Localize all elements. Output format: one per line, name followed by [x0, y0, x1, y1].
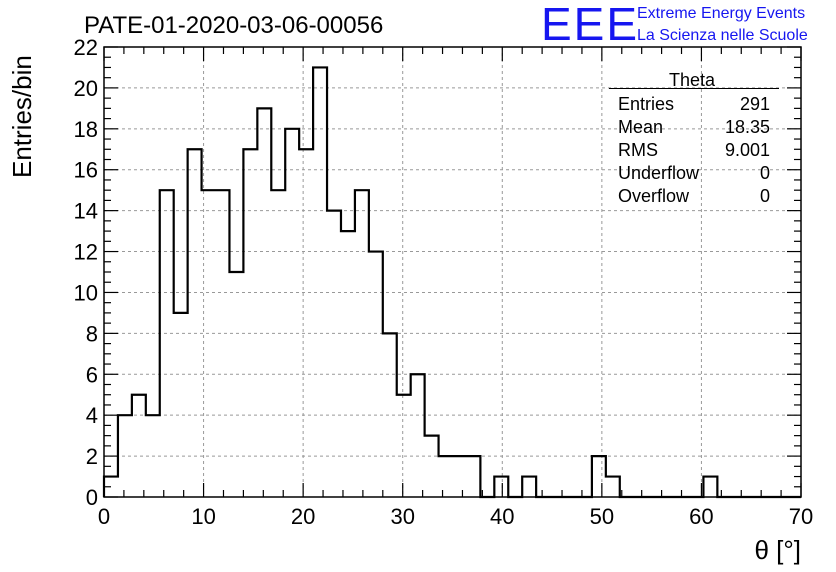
stats-underflow-label: Underflow	[618, 163, 700, 183]
histogram-bin	[592, 456, 606, 497]
stats-rms-value: 9.001	[725, 140, 770, 160]
histogram-bin	[703, 477, 717, 497]
stats-box-header-line	[609, 88, 779, 89]
histogram-bin	[522, 477, 536, 497]
y-tick-label: 22	[74, 35, 98, 60]
x-tick-label: 40	[490, 504, 514, 529]
y-tick-label: 18	[74, 117, 98, 142]
eee-logo: EEE Extreme Energy Events La Scienza nel…	[541, 0, 808, 50]
y-tick-label: 16	[74, 158, 98, 183]
y-tick-label: 14	[74, 199, 98, 224]
y-tick-label: 10	[74, 280, 98, 305]
logo-mark: EEE	[541, 0, 639, 50]
plot-frame	[103, 46, 802, 498]
y-tick-label: 2	[86, 444, 98, 469]
histogram-bin	[466, 456, 480, 497]
logo-line2: La Scienza nelle Scuole	[637, 27, 808, 44]
stats-entries-label: Entries	[618, 94, 674, 114]
histogram-bin	[494, 477, 508, 497]
stats-overflow-value: 0	[760, 186, 770, 206]
histogram-bin	[313, 67, 327, 497]
histogram-bin	[132, 395, 146, 497]
histogram-bin	[257, 108, 271, 497]
histogram-bin	[188, 149, 202, 497]
y-tick-label: 20	[74, 76, 98, 101]
x-tick-label: 30	[390, 504, 414, 529]
histogram-bin	[453, 456, 467, 497]
y-tick-label: 6	[86, 362, 98, 387]
histogram-bin	[299, 149, 313, 497]
y-tick-label: 8	[86, 321, 98, 346]
histogram-bin	[285, 129, 299, 497]
histogram-bin	[606, 477, 620, 497]
histogram-bin	[243, 149, 257, 497]
grid	[104, 47, 801, 497]
stats-box-name: Theta	[669, 70, 716, 90]
chart-title: PATE-01-2020-03-06-00056	[84, 12, 383, 39]
histogram-bin	[174, 313, 188, 497]
histogram	[102, 66, 801, 499]
x-tick-label: 70	[789, 504, 813, 529]
histogram-bin	[439, 456, 453, 497]
x-tick-label: 0	[98, 504, 110, 529]
stats-rms-label: RMS	[618, 140, 658, 160]
logo-line1: Extreme Energy Events	[637, 5, 805, 22]
stats-mean-value: 18.35	[725, 117, 770, 137]
histogram-bin	[160, 190, 174, 497]
histogram-outline	[102, 66, 801, 499]
axis-ticks	[103, 46, 802, 498]
histogram-bin	[397, 395, 411, 497]
histogram-bin	[216, 190, 230, 497]
histogram-bin	[411, 374, 425, 497]
y-axis-title: Entries/bin	[7, 55, 37, 178]
histogram-bin	[355, 190, 369, 497]
y-tick-label: 12	[74, 240, 98, 265]
histogram-bin	[229, 272, 243, 497]
x-tick-label: 10	[191, 504, 215, 529]
histogram-bin	[425, 436, 439, 497]
y-tick-label: 0	[86, 485, 98, 510]
tick-labels: 0 10 20 30 40 50 60 70 0 2 4 6 8 10 12 14 16 18 20 22	[74, 35, 814, 529]
stats-overflow-label: Overflow	[618, 186, 690, 206]
histogram-bin	[271, 190, 285, 497]
stats-underflow-value: 0	[760, 163, 770, 183]
histogram-bin	[341, 231, 355, 497]
stats-mean-label: Mean	[618, 117, 663, 137]
y-tick-label: 4	[86, 403, 98, 428]
histogram-bin	[327, 211, 341, 497]
stats-box: Theta Entries 291 Mean 18.35 RMS 9.001 U…	[609, 70, 779, 206]
x-tick-label: 50	[590, 504, 614, 529]
x-tick-label: 20	[291, 504, 315, 529]
stats-entries-value: 291	[740, 94, 770, 114]
x-axis-title: θ [°]	[754, 535, 801, 565]
x-tick-label: 60	[689, 504, 713, 529]
